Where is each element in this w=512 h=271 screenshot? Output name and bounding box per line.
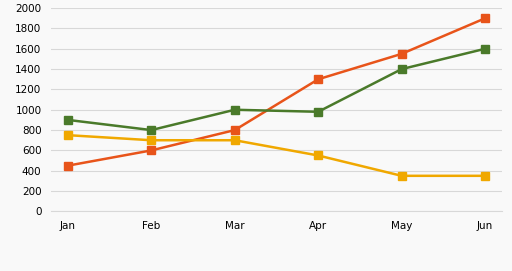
by letter/email (315, 154, 321, 157)
Line: in person: in person (63, 14, 489, 170)
in person (148, 149, 155, 152)
by telephone (232, 108, 238, 111)
in person (65, 164, 71, 167)
in person (398, 52, 404, 56)
in person (482, 17, 488, 20)
by telephone (148, 128, 155, 132)
by telephone (65, 118, 71, 122)
Line: by telephone: by telephone (63, 45, 489, 134)
by letter/email (482, 174, 488, 178)
in person (315, 78, 321, 81)
by telephone (482, 47, 488, 50)
by telephone (315, 110, 321, 114)
by letter/email (148, 139, 155, 142)
by letter/email (232, 139, 238, 142)
Line: by letter/email: by letter/email (63, 131, 489, 180)
in person (232, 128, 238, 132)
by letter/email (398, 174, 404, 178)
by letter/email (65, 134, 71, 137)
by telephone (398, 67, 404, 71)
